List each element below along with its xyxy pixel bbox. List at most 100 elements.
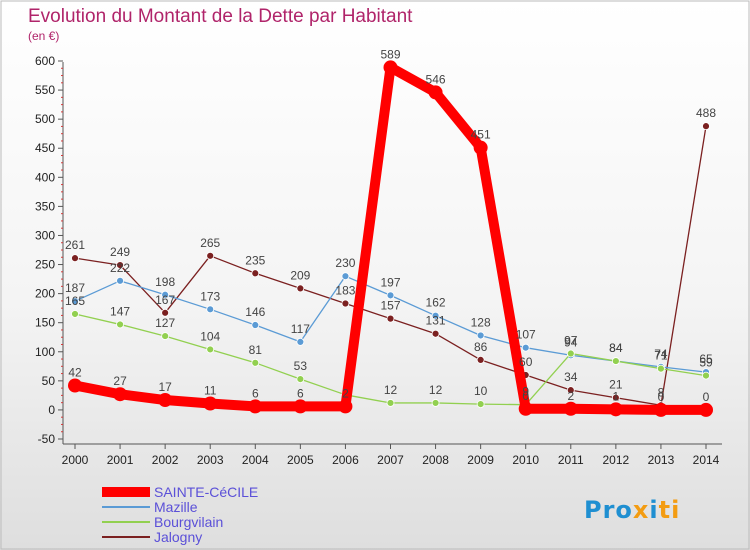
- data-point: [206, 305, 215, 314]
- y-tick-label: 600: [35, 54, 55, 68]
- y-tick-label: 50: [42, 374, 56, 388]
- data-label: 71: [654, 349, 668, 363]
- data-label: 173: [200, 289, 220, 303]
- data-point: [341, 299, 350, 308]
- data-point: [566, 386, 575, 395]
- data-point: [71, 310, 79, 318]
- data-point: [68, 378, 82, 393]
- y-tick-label: 400: [35, 170, 55, 184]
- data-point: [431, 329, 440, 338]
- data-label: 2: [342, 386, 349, 400]
- legend-label: SAINTE-CéCILE: [154, 484, 258, 500]
- data-point: [338, 399, 353, 414]
- data-label: 165: [65, 294, 85, 308]
- data-label: 27: [113, 374, 127, 388]
- data-label: 265: [200, 236, 220, 250]
- x-tick-label: 2007: [377, 453, 404, 467]
- data-point: [341, 272, 350, 281]
- data-label: 6: [297, 386, 304, 400]
- data-label: 127: [155, 316, 175, 330]
- data-label: 6: [252, 386, 259, 400]
- x-tick-label: 2009: [467, 453, 494, 467]
- data-label: 81: [249, 343, 263, 357]
- data-point: [431, 399, 440, 407]
- x-tick-label: 2006: [332, 453, 359, 467]
- y-tick-label: 300: [35, 228, 55, 242]
- data-point: [161, 332, 170, 340]
- data-label: 235: [245, 253, 265, 267]
- x-tick-label: 2008: [422, 453, 449, 467]
- data-label: 12: [384, 383, 398, 397]
- data-label: 10: [474, 384, 488, 398]
- data-point: [158, 393, 173, 408]
- legend-label: Jalogny: [154, 529, 202, 545]
- data-label: 8: [658, 385, 665, 399]
- data-label: 546: [426, 72, 446, 86]
- data-label: 84: [609, 341, 623, 355]
- data-label: 34: [564, 370, 578, 384]
- data-label: 261: [65, 238, 85, 252]
- data-point: [657, 364, 665, 373]
- data-label: 12: [429, 383, 443, 397]
- data-label: 183: [335, 284, 355, 298]
- data-label: 198: [155, 275, 175, 289]
- y-tick-label: -50: [38, 432, 56, 446]
- data-point: [296, 337, 305, 346]
- data-point: [476, 400, 485, 409]
- data-point: [611, 393, 620, 402]
- data-label: 11: [204, 384, 217, 398]
- x-tick-label: 2004: [242, 453, 269, 467]
- data-point: [116, 276, 124, 285]
- data-point: [206, 345, 215, 354]
- x-tick-label: 2003: [197, 453, 224, 467]
- data-point: [113, 387, 128, 402]
- data-point: [473, 140, 488, 155]
- x-tick-label: 2010: [512, 453, 539, 467]
- data-label: 42: [68, 365, 82, 379]
- proxiti-logo: Proxiti: [584, 496, 680, 524]
- x-tick-label: 2011: [558, 453, 584, 467]
- data-point: [71, 254, 79, 263]
- data-point: [296, 284, 305, 293]
- data-label: 21: [609, 378, 623, 392]
- data-point: [383, 60, 398, 75]
- data-point: [563, 401, 578, 416]
- y-tick-label: 0: [48, 403, 55, 417]
- data-label: 147: [110, 304, 130, 318]
- data-point: [386, 291, 395, 300]
- data-label: 65: [699, 352, 713, 366]
- data-point: [702, 122, 710, 131]
- data-point: [611, 357, 620, 365]
- data-point: [608, 402, 623, 417]
- data-label: 0: [522, 389, 529, 403]
- data-point: [161, 308, 170, 317]
- data-point: [431, 311, 440, 320]
- data-label: 187: [65, 281, 85, 295]
- data-point: [386, 314, 395, 323]
- series-line-sainte-cécile: [70, 62, 711, 415]
- y-tick-label: 550: [35, 83, 55, 97]
- y-tick-label: 200: [35, 287, 55, 301]
- data-point: [428, 85, 443, 100]
- data-label: 2: [567, 389, 574, 403]
- data-point: [161, 290, 170, 299]
- data-label: 209: [290, 268, 310, 282]
- x-tick-label: 2001: [107, 453, 134, 467]
- series-line-jalogny: [74, 125, 707, 406]
- data-point: [251, 358, 260, 367]
- data-label: 9: [522, 385, 529, 399]
- data-label: 0: [703, 390, 710, 404]
- data-point: [251, 269, 260, 278]
- data-point: [702, 371, 710, 380]
- data-point: [476, 331, 485, 340]
- data-label: 53: [294, 359, 308, 373]
- data-point: [566, 349, 575, 358]
- y-tick-label: 100: [35, 345, 55, 359]
- data-label: 84: [609, 341, 623, 355]
- data-point: [293, 399, 308, 414]
- data-label: 589: [380, 47, 400, 61]
